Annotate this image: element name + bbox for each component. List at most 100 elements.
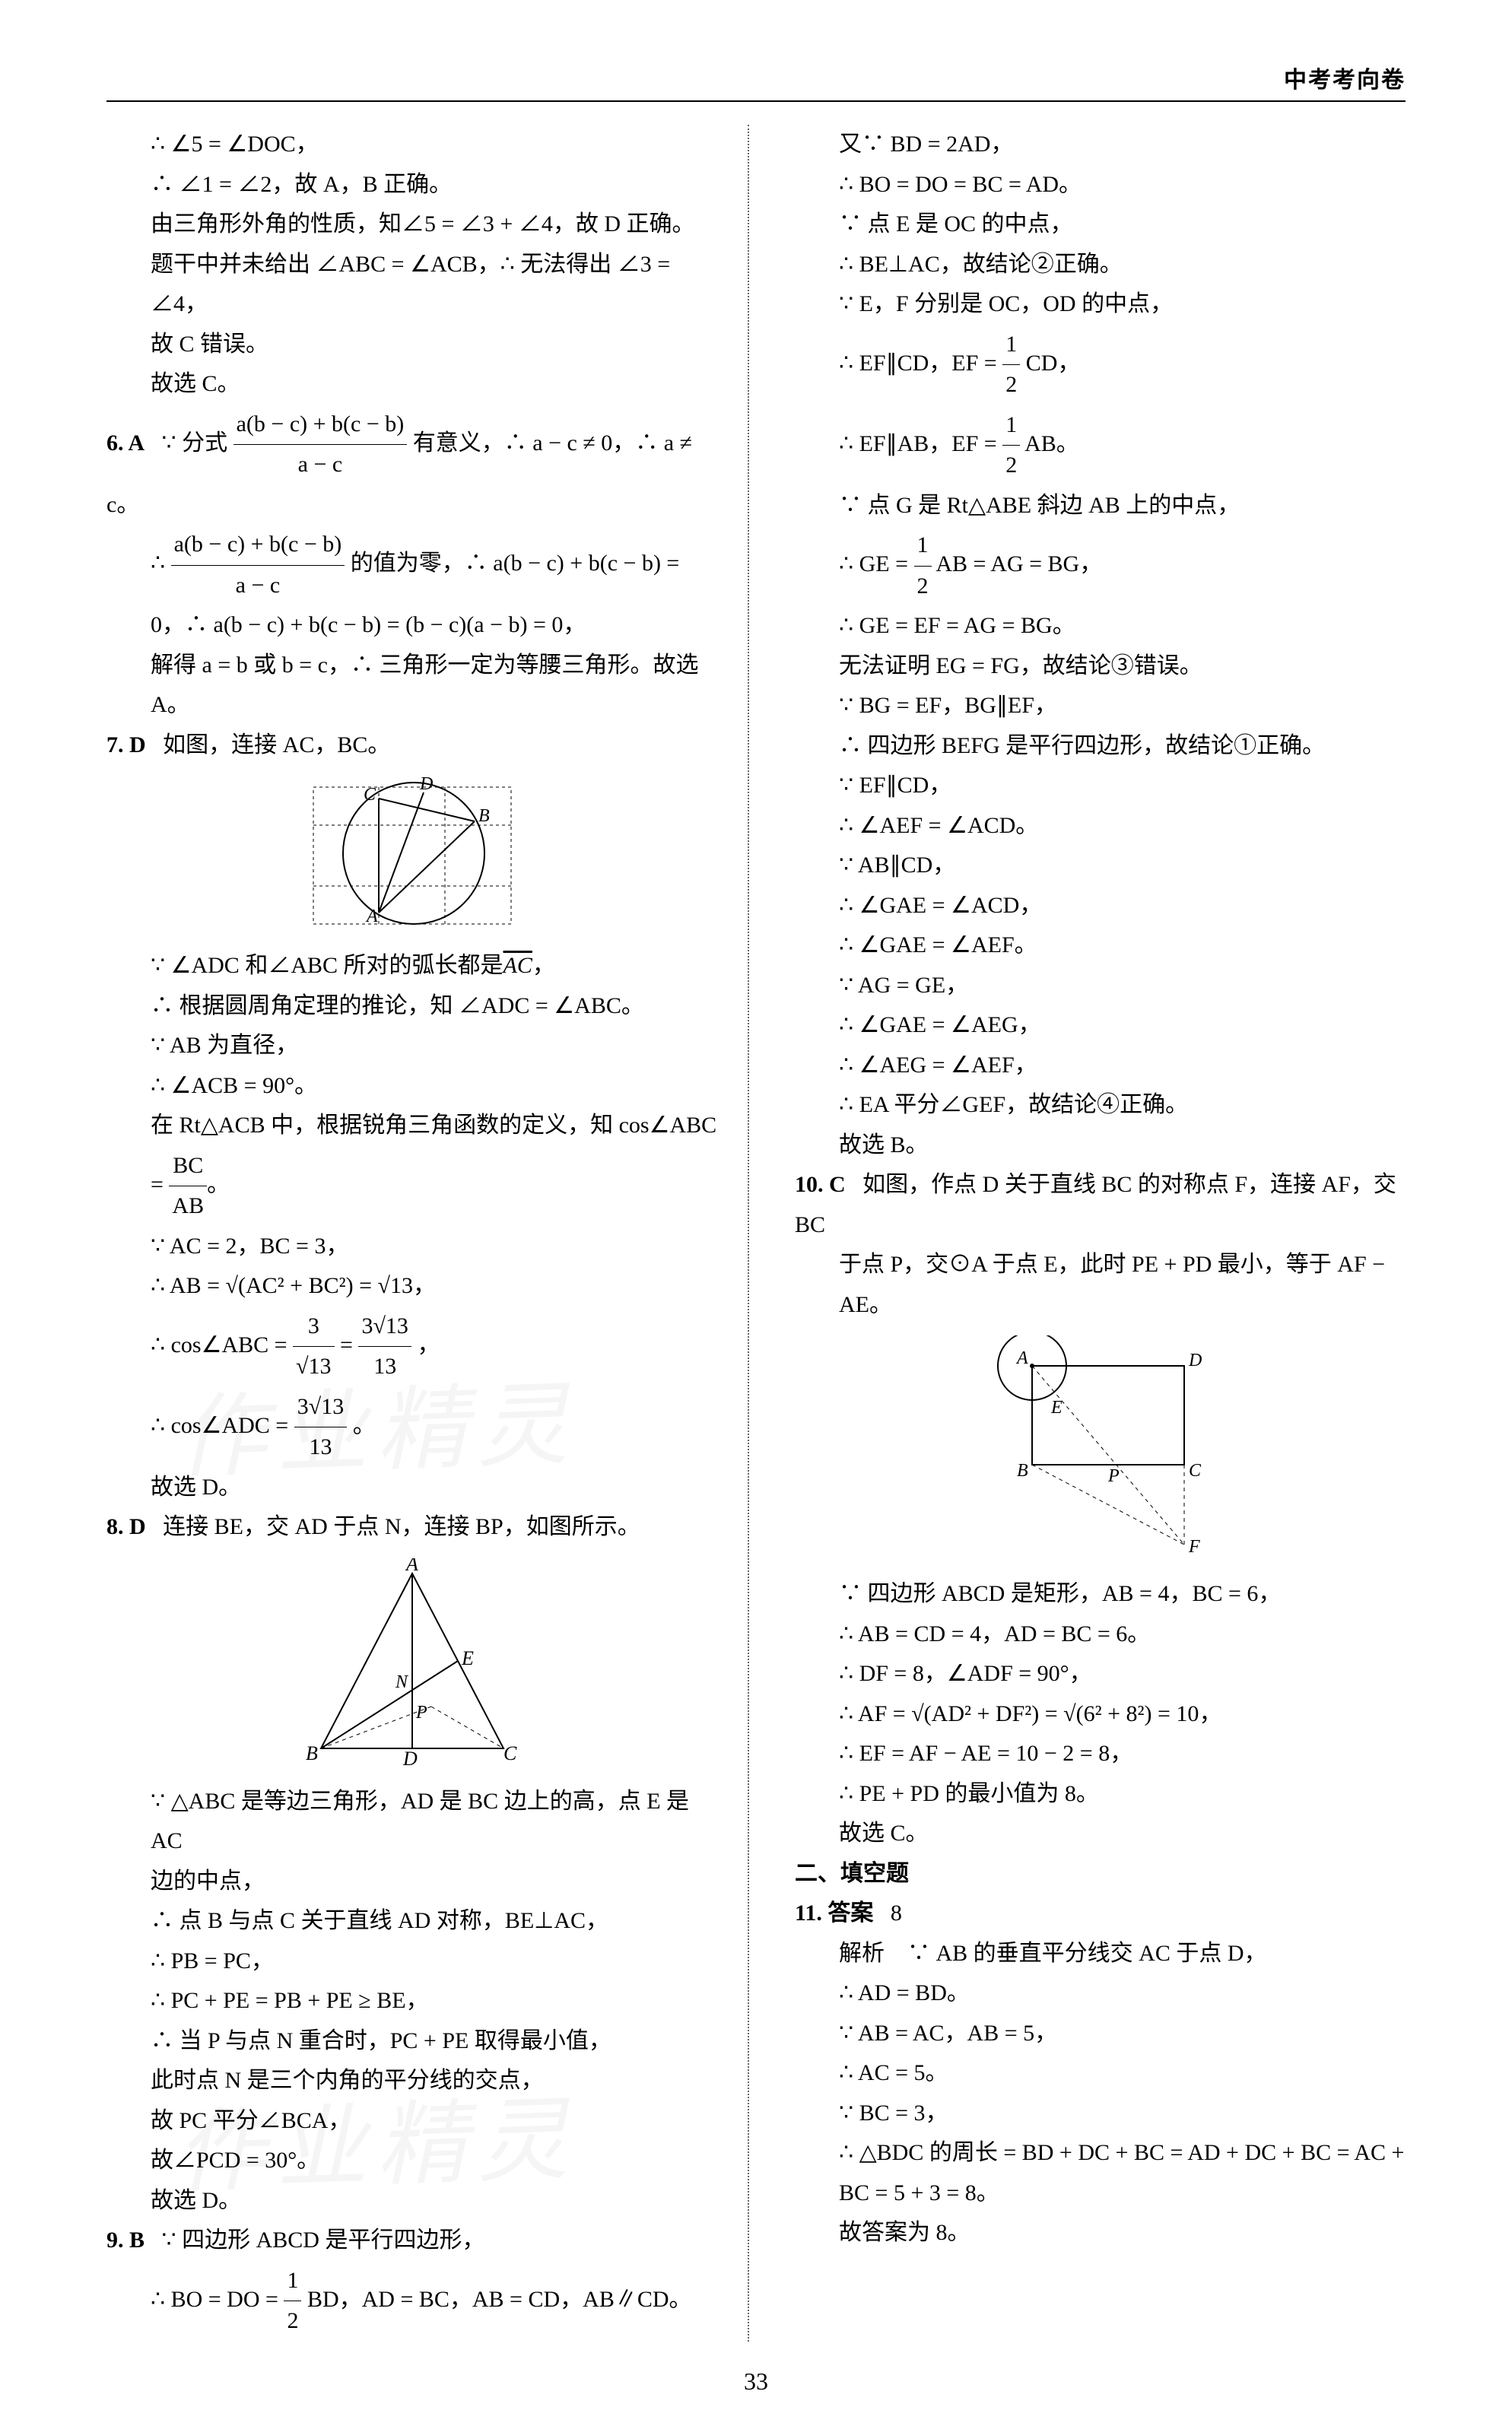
question-6: 6. A ∵ 分式 a(b − c) + b(c − b) a − c 有意义，… [106, 405, 717, 526]
math-line: ∴ EF = AF − AE = 10 − 2 = 8， [795, 1734, 1406, 1774]
numerator: 1 [914, 526, 932, 567]
math-line: BC = 5 + 3 = 8。 [795, 2174, 1406, 2214]
math-line: 故选 B。 [795, 1126, 1406, 1166]
text: 在 Rt△ACB 中，根据锐角三角函数的定义，知 cos∠ABC = [151, 1113, 716, 1196]
text: ∴ EF∥AB，EF = [839, 430, 1002, 456]
fraction: 12 [914, 526, 932, 606]
label: E [461, 1647, 474, 1669]
math-line: ∴ GE = EF = AG = BG。 [795, 606, 1406, 646]
label: N [395, 1672, 409, 1692]
fraction: 12 [1002, 405, 1020, 486]
text: 如图，连接 AC，BC。 [163, 732, 390, 757]
math-line: 于点 P，交⊙A 于点 E，此时 PE + PD 最小，等于 AF − AE。 [795, 1245, 1406, 1325]
right-column: 又∵ BD = 2AD， ∴ BO = DO = BC = AD。 ∵ 点 E … [787, 125, 1406, 2342]
content-columns: 作业精灵 作业精灵 ∴ ∠5 = ∠DOC， ∴ ∠1 = ∠2，故 A，B 正… [106, 125, 1406, 2342]
sqrt: √(AC² + BC²) = √13 [226, 1273, 413, 1298]
denominator: 13 [294, 1427, 347, 1468]
rect-circle-diagram-icon: A B C D E F P [979, 1335, 1222, 1564]
numerator: 3√13 [294, 1387, 347, 1428]
q-label: 6. A [106, 430, 145, 455]
numerator: 1 [1002, 325, 1020, 366]
numerator: BC [169, 1146, 207, 1187]
math-line: ∴ PC + PE = PB + PE ≥ BE， [106, 1981, 717, 2021]
denominator: 2 [914, 567, 932, 607]
q-label: 11. 答案 [795, 1900, 873, 1926]
math-line: ∵ 点 E 是 OC 的中点， [795, 205, 1406, 245]
label: D [402, 1748, 418, 1770]
arc: AC [503, 953, 532, 978]
text: 。 [207, 1171, 230, 1196]
fraction: 12 [284, 2261, 301, 2342]
math-line: ∵ AB = AC，AB = 5， [795, 2014, 1406, 2054]
math-line: ∴ AB = CD = 4，AD = BC = 6。 [795, 1615, 1406, 1655]
fraction: 3√1313 [294, 1387, 347, 1468]
math-line: ∵ ∠ADC 和∠ABC 所对的弧长都是AC， [106, 946, 717, 986]
page: 中考考向卷 作业精灵 作业精灵 ∴ ∠5 = ∠DOC， ∴ ∠1 = ∠2，故… [0, 0, 1512, 2426]
text: ∴ EF∥CD，EF = [839, 350, 1002, 375]
math-line: ∵ BC = 3， [795, 2094, 1406, 2134]
header-title: 中考考向卷 [106, 61, 1406, 102]
denominator: 2 [1002, 365, 1020, 405]
figure-10: A B C D E F P [795, 1335, 1406, 1564]
label: A [405, 1558, 418, 1575]
label: C [364, 785, 376, 805]
q-label: 7. D [106, 732, 146, 757]
fraction: 12 [1002, 325, 1020, 405]
numerator: a(b − c) + b(c − b) [171, 525, 345, 566]
text: AB。 [1024, 430, 1079, 456]
math-line: ∵ AG = GE， [795, 966, 1406, 1006]
math-line: 0，∴ a(b − c) + b(c − b) = (b − c)(a − b)… [106, 605, 717, 646]
math-line: 边的中点， [106, 1862, 717, 1902]
math-line: ∴ AF = √(AD² + DF²) = √(6² + 8²) = 10， [795, 1694, 1406, 1735]
triangle-diagram-icon: A B C D E N P [283, 1558, 542, 1771]
question-8: 8. D 连接 BE，交 AD 于点 N，连接 BP，如图所示。 [106, 1507, 717, 1548]
math-line: ∵ 点 G 是 Rt△ABE 斜边 AB 上的中点， [795, 486, 1406, 526]
label: A [1015, 1348, 1028, 1368]
numerator: 3 [293, 1307, 334, 1348]
math-line: ∵ AC = 2，BC = 3， [106, 1227, 717, 1267]
numerator: 1 [1002, 405, 1020, 446]
math-line: ∴ ∠AEF = ∠ACD。 [795, 806, 1406, 846]
label: B [478, 806, 490, 826]
math-line: ∵ 四边形 ABCD 是矩形，AB = 4，BC = 6， [795, 1574, 1406, 1615]
label: D [419, 776, 433, 794]
q-label: 8. D [106, 1514, 146, 1539]
text: ∴ AB = [151, 1273, 226, 1298]
math-line: ∴ BO = DO = 12 BD，AD = BC，AB = CD，AB∥CD。 [106, 2261, 717, 2342]
text: ∴ cos∠ABC = [151, 1332, 293, 1357]
question-9: 9. B ∵ 四边形 ABCD 是平行四边形， [106, 2221, 717, 2261]
figure-7: A B C D [106, 776, 717, 935]
math-line: 故选 D。 [106, 2181, 717, 2221]
label: P [1107, 1466, 1120, 1486]
text: ∴ GE = [839, 551, 914, 576]
text: = [340, 1332, 358, 1357]
math-line: ∴ AC = 5。 [795, 2053, 1406, 2094]
math-line: 故答案为 8。 [795, 2213, 1406, 2253]
text: 连接 BE，交 AD 于点 N，连接 BP，如图所示。 [163, 1514, 640, 1539]
page-number: 33 [106, 2367, 1406, 2396]
math-line: 题干中并未给出 ∠ABC = ∠ACB，∴ 无法得出 ∠3 = ∠4， [106, 245, 717, 325]
circle-diagram-icon: A B C D [298, 776, 526, 935]
math-line: ∴ AD = BD。 [795, 1974, 1406, 2014]
text: BD，AD = BC，AB = CD，AB∥CD。 [307, 2286, 692, 2311]
text: ， [1199, 1701, 1221, 1726]
text: ∵ ∠ADC 和∠ABC 所对的弧长都是 [151, 953, 503, 978]
label: P [415, 1703, 427, 1723]
denominator: √13 [293, 1347, 334, 1387]
denominator: a − c [171, 566, 345, 606]
math-line: ∴ DF = 8，∠ADF = 90°， [795, 1654, 1406, 1694]
math-line: ∴ ∠1 = ∠2，故 A，B 正确。 [106, 165, 717, 205]
text: 如图，作点 D 关于直线 BC 的对称点 F，连接 AF，交 BC [795, 1172, 1396, 1237]
label: F [1188, 1537, 1200, 1557]
math-line: ∵ BG = EF，BG∥EF， [795, 686, 1406, 726]
denominator: 2 [284, 2301, 301, 2342]
math-line: ∵ △ABC 是等边三角形，AD 是 BC 边上的高，点 E 是 AC [106, 1782, 717, 1862]
text: AB = AG = BG， [935, 551, 1102, 576]
denominator: AB [169, 1186, 207, 1227]
text: ∴ cos∠ADC = [151, 1412, 294, 1437]
text: ∴ BO = DO = [151, 2286, 284, 2311]
label: B [1017, 1461, 1028, 1481]
question-11: 11. 答案 8 [795, 1894, 1406, 1934]
section-heading: 二、填空题 [795, 1854, 1406, 1894]
denominator: a − c [233, 445, 408, 485]
